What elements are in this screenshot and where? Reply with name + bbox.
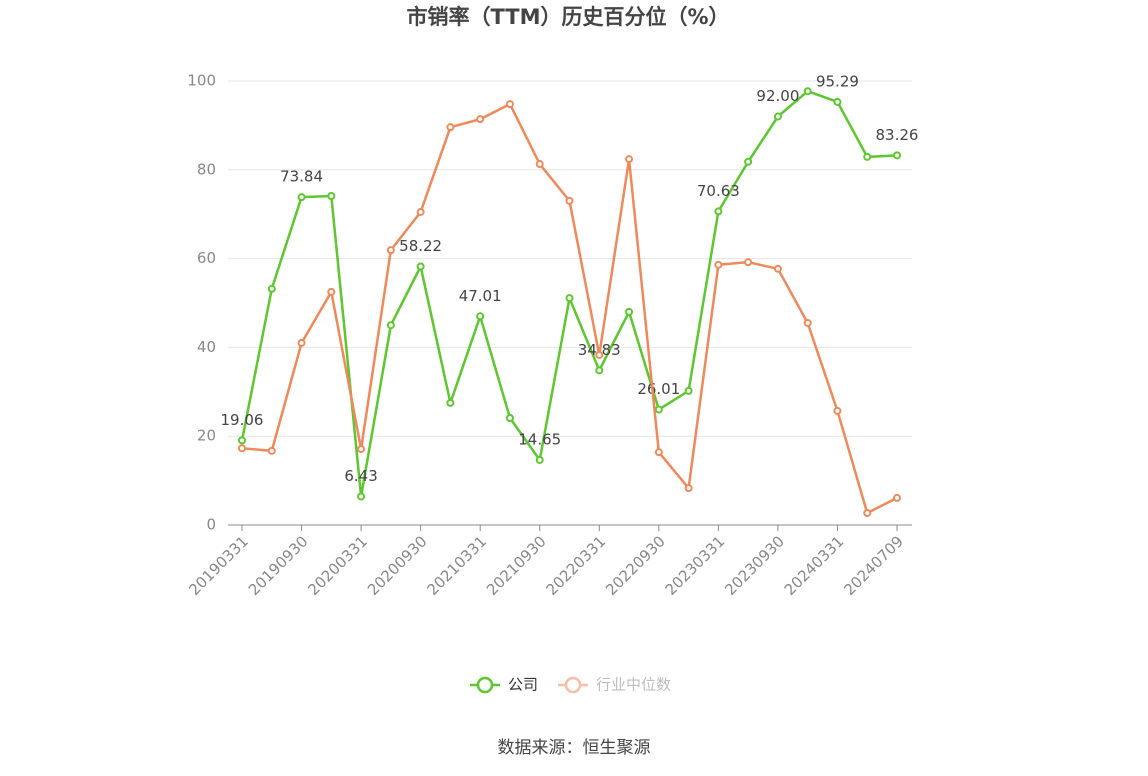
legend-label: 公司: [508, 676, 538, 694]
legend-item: 行业中位数: [558, 676, 671, 694]
x-tick-label: 20240709: [840, 532, 907, 599]
x-tick-label: 20190331: [185, 532, 252, 599]
data-label: 95.29: [816, 72, 859, 90]
y-tick-label: 20: [197, 427, 216, 445]
y-tick-label: 100: [187, 72, 216, 90]
point: [535, 160, 544, 169]
point: [357, 492, 366, 501]
source: 数据来源：恒生聚源: [498, 738, 651, 758]
point: [595, 350, 604, 359]
y-tick-label: 60: [197, 249, 216, 267]
y-tick-label: 80: [197, 160, 216, 178]
data-label: 70.63: [697, 182, 740, 200]
point: [803, 318, 812, 327]
point: [833, 406, 842, 415]
legend-marker: [564, 676, 582, 694]
point: [267, 446, 276, 455]
point: [803, 87, 812, 96]
point: [654, 405, 663, 414]
point: [684, 386, 693, 395]
point: [625, 307, 634, 316]
point: [446, 398, 455, 407]
point: [416, 262, 425, 271]
point: [773, 112, 782, 121]
data-label: 26.01: [637, 380, 680, 398]
x-tick-label: 20230331: [662, 532, 729, 599]
point: [446, 123, 455, 132]
data-label: 19.06: [221, 411, 264, 429]
point: [893, 493, 901, 502]
point: [625, 155, 634, 164]
point: [714, 260, 723, 269]
point: [833, 97, 842, 106]
point: [476, 115, 485, 124]
x-tick-label: 20210930: [483, 532, 550, 599]
point: [595, 366, 604, 375]
point: [744, 258, 753, 267]
data-label: 14.65: [518, 430, 561, 448]
point: [238, 444, 246, 453]
point: [505, 413, 514, 422]
point: [744, 157, 753, 166]
point: [535, 455, 544, 464]
x-tick-label: 20240331: [781, 532, 848, 599]
point: [297, 193, 306, 202]
point: [893, 151, 901, 160]
point: [684, 484, 693, 493]
x-tick-label: 20220331: [543, 532, 610, 599]
series-line: [240, 89, 898, 497]
point: [773, 264, 782, 273]
data-label: 73.84: [280, 168, 323, 186]
point: [386, 321, 395, 330]
point: [297, 338, 306, 347]
point: [327, 191, 336, 200]
point: [565, 294, 574, 303]
x-tick-label: 20210331: [423, 532, 490, 599]
point: [505, 100, 514, 109]
point: [238, 436, 246, 445]
x-tick-label: 20200930: [364, 532, 431, 599]
point: [267, 284, 276, 293]
point: [654, 448, 663, 457]
point: [714, 207, 723, 216]
legend-item: 公司: [470, 676, 538, 694]
data-label: 6.43: [344, 467, 377, 485]
series-line: [241, 102, 898, 515]
point: [416, 207, 425, 216]
x-tick-label: 20190930: [245, 532, 312, 599]
legend-marker: [476, 676, 494, 694]
x-tick-label: 20230930: [721, 532, 788, 599]
legend-label: 行业中位数: [596, 676, 671, 694]
data-label: 83.26: [876, 126, 919, 144]
point: [357, 445, 366, 454]
point: [863, 509, 872, 518]
data-label: 58.22: [399, 237, 442, 255]
x-tick-label: 20220930: [602, 532, 669, 599]
point: [386, 246, 395, 255]
data-label: 92.00: [756, 87, 799, 105]
x-tick-label: 20200331: [304, 532, 371, 599]
y-tick-label: 0: [206, 516, 216, 534]
y-tick-label: 40: [197, 338, 216, 356]
point: [863, 152, 872, 161]
point: [565, 196, 574, 205]
data-label: 47.01: [459, 287, 502, 305]
chart-title: 市销率（TTM）历史百分位（%）: [406, 5, 729, 29]
point: [476, 312, 485, 321]
point: [327, 287, 336, 296]
